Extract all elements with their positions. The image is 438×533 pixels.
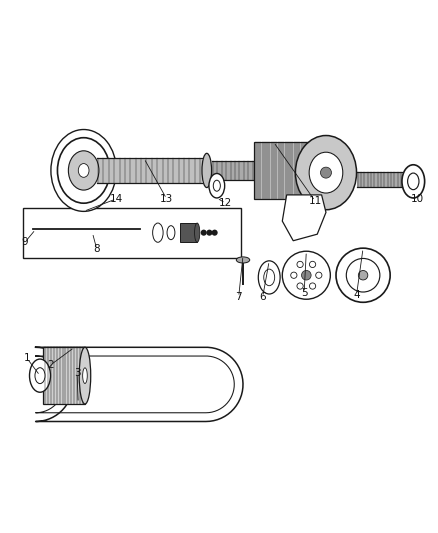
Bar [22, 207, 241, 258]
Ellipse shape [309, 152, 343, 193]
Text: 8: 8 [93, 244, 100, 254]
Text: 9: 9 [21, 238, 28, 247]
Text: 3: 3 [74, 368, 81, 378]
Ellipse shape [346, 259, 380, 292]
Bar [212, 161, 254, 180]
Ellipse shape [51, 130, 117, 212]
Ellipse shape [68, 151, 99, 190]
Ellipse shape [78, 164, 89, 177]
Text: 11: 11 [308, 196, 321, 206]
Ellipse shape [213, 180, 220, 191]
Text: 14: 14 [110, 194, 123, 204]
Circle shape [291, 272, 297, 278]
Ellipse shape [358, 270, 368, 280]
Ellipse shape [408, 173, 419, 190]
Polygon shape [35, 348, 243, 422]
Ellipse shape [167, 225, 175, 240]
Circle shape [201, 230, 207, 236]
Text: 1: 1 [24, 353, 30, 363]
Circle shape [316, 272, 322, 278]
Text: 6: 6 [259, 292, 266, 302]
Ellipse shape [79, 348, 91, 404]
Ellipse shape [57, 138, 110, 203]
Text: 4: 4 [353, 290, 360, 300]
Ellipse shape [209, 174, 225, 198]
Text: 7: 7 [235, 292, 242, 302]
Ellipse shape [283, 251, 330, 299]
Text: 12: 12 [219, 198, 232, 208]
Circle shape [309, 261, 316, 268]
Bar [97, 158, 201, 183]
Circle shape [301, 270, 311, 280]
Ellipse shape [194, 223, 200, 243]
Ellipse shape [152, 223, 163, 243]
Bar [357, 172, 403, 187]
Ellipse shape [264, 269, 275, 286]
Bar [254, 142, 319, 199]
Ellipse shape [258, 261, 280, 294]
Text: 10: 10 [411, 194, 424, 204]
Text: 2: 2 [48, 360, 54, 370]
Ellipse shape [35, 368, 45, 384]
Text: 5: 5 [301, 288, 307, 298]
Circle shape [321, 167, 332, 178]
Ellipse shape [402, 165, 425, 198]
Circle shape [297, 283, 303, 289]
Circle shape [206, 230, 212, 236]
Ellipse shape [202, 154, 212, 188]
Ellipse shape [236, 257, 250, 263]
Polygon shape [283, 195, 326, 241]
Ellipse shape [83, 368, 87, 383]
Text: 13: 13 [160, 194, 173, 204]
Circle shape [297, 261, 303, 268]
Ellipse shape [295, 135, 357, 210]
Circle shape [212, 230, 218, 236]
Bar [180, 223, 197, 243]
Ellipse shape [29, 359, 50, 392]
Circle shape [309, 283, 316, 289]
Ellipse shape [336, 248, 390, 302]
Bar [43, 348, 85, 404]
